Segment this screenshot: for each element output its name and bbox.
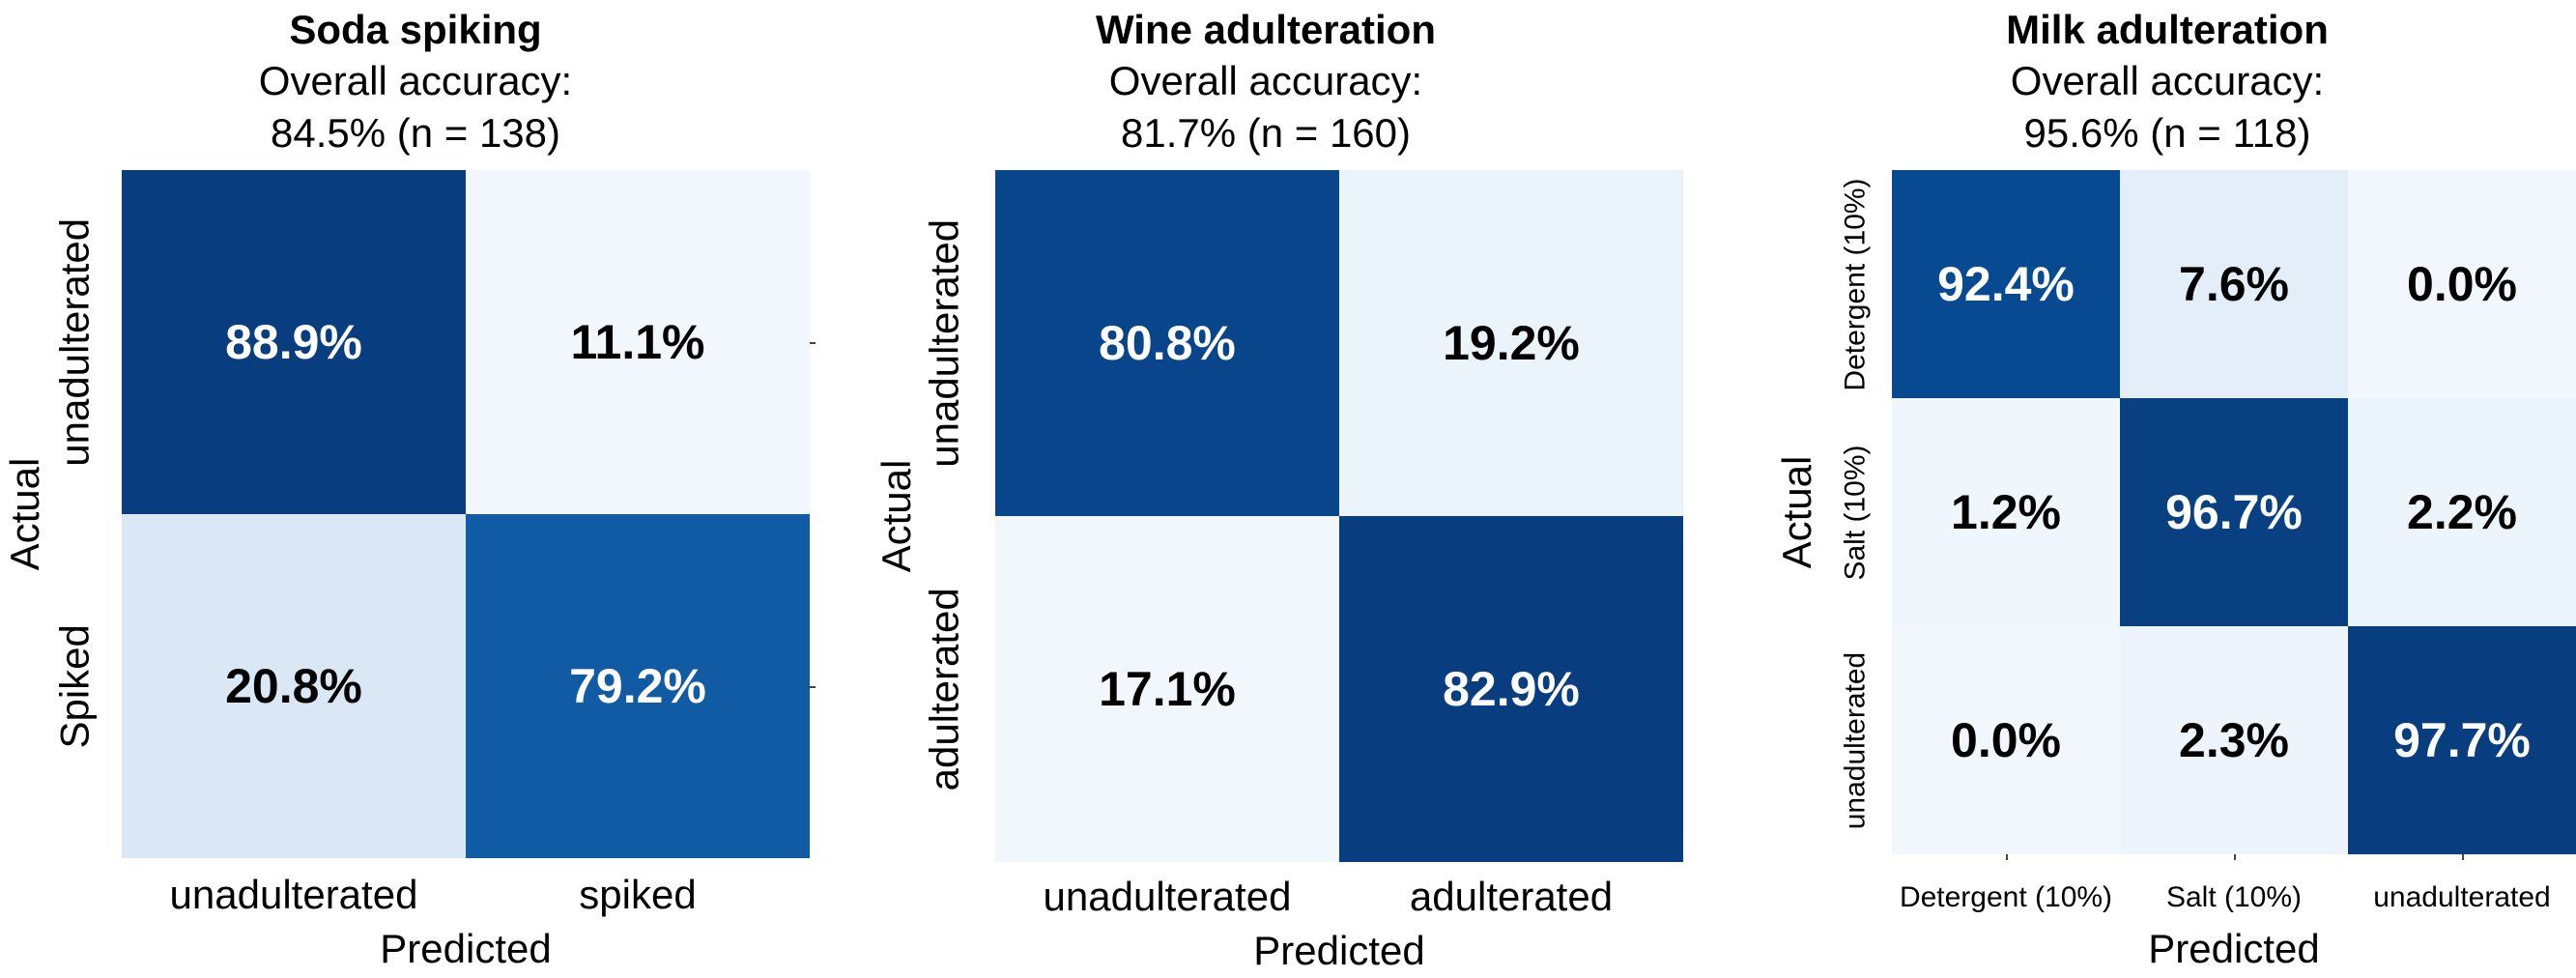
- heatmap-cell: 96.7%: [2120, 398, 2348, 626]
- chart-title: Milk adulteration: [2006, 7, 2329, 52]
- cell-value-label: 17.1%: [1099, 662, 1236, 716]
- heatmap-cell: 79.2%: [466, 514, 810, 858]
- y-axis-label: Actual: [2, 457, 47, 571]
- y-tick-label: Detergent (10%): [1839, 177, 1871, 391]
- cell-value-label: 82.9%: [1443, 662, 1580, 716]
- cell-value-label: 2.2%: [2407, 485, 2517, 539]
- heatmap-cell: 17.1%: [995, 516, 1339, 862]
- heatmap-cell: 1.2%: [1892, 398, 2120, 626]
- y-tick-label: Salt (10%): [1839, 444, 1871, 581]
- cell-value-label: 80.8%: [1099, 316, 1236, 370]
- x-tick-label: unadulterated: [1043, 874, 1292, 919]
- chart-subtitle-line2: 84.5% (n = 138): [270, 110, 561, 156]
- cell-value-label: 0.0%: [1951, 713, 2061, 767]
- heatmap-cell: 88.9%: [122, 170, 466, 514]
- x-axis-label: Predicted: [380, 926, 552, 971]
- chart-subtitle-line2: 81.7% (n = 160): [1120, 110, 1412, 156]
- x-tick-label: Detergent (10%): [1899, 881, 2113, 913]
- cell-value-label: 88.9%: [225, 315, 362, 369]
- heatmap-grid: 92.4% 7.6% 0.0% 1.2% 96.7% 2.2% 0.0% 2.3% 97.7%: [1892, 170, 2576, 854]
- heatmap-cell: 82.9%: [1339, 516, 1683, 862]
- heatmap-cell: 2.2%: [2348, 398, 2576, 626]
- heatmap-grid: 88.9% 11.1% 20.8% 79.2%: [122, 170, 810, 858]
- heatmap-cell: 20.8%: [122, 514, 466, 858]
- x-tick-mark: [2234, 854, 2236, 860]
- y-tick-label: unadulterated: [1839, 651, 1871, 829]
- x-axis-label: Predicted: [1253, 928, 1425, 973]
- y-tick-label: adulterated: [922, 587, 967, 791]
- cell-value-label: 92.4%: [1937, 257, 2075, 311]
- confusion-matrix-soda: Soda spiking Overall accuracy: 84.5% (n …: [0, 0, 831, 978]
- x-tick-label: unadulterated: [2373, 881, 2551, 913]
- heatmap-cell: 19.2%: [1339, 170, 1683, 516]
- x-tick-label: Salt (10%): [2165, 881, 2303, 913]
- x-axis-label: Predicted: [2148, 926, 2320, 971]
- heatmap-cell: 0.0%: [1892, 626, 2120, 854]
- y-tick-mark: [810, 686, 816, 688]
- chart-title: Soda spiking: [289, 7, 542, 52]
- cell-value-label: 79.2%: [569, 659, 706, 713]
- y-tick-mark: [810, 342, 816, 344]
- y-tick-label: unadulterated: [922, 218, 967, 468]
- cell-value-label: 19.2%: [1443, 316, 1580, 370]
- x-tick-mark: [2006, 854, 2008, 860]
- y-axis-label: Actual: [1774, 455, 1819, 569]
- heatmap-cell: 11.1%: [466, 170, 810, 514]
- x-tick-label: unadulterated: [169, 872, 418, 917]
- confusion-matrix-milk: Milk adulteration Overall accuracy: 95.6…: [1759, 0, 2576, 978]
- heatmap-cell: 80.8%: [995, 170, 1339, 516]
- cell-value-label: 20.8%: [225, 659, 362, 713]
- chart-subtitle-line1: Overall accuracy:: [2010, 58, 2325, 103]
- cell-value-label: 7.6%: [2179, 257, 2289, 311]
- heatmap-cell: 0.0%: [2348, 170, 2576, 398]
- chart-subtitle-line1: Overall accuracy:: [1108, 58, 1423, 103]
- x-tick-label: spiked: [579, 872, 697, 917]
- confusion-matrix-wine: Wine adulteration Overall accuracy: 81.7…: [831, 0, 1701, 978]
- cell-value-label: 97.7%: [2393, 713, 2531, 767]
- heatmap-grid: 80.8% 19.2% 17.1% 82.9%: [995, 170, 1683, 862]
- x-tick-label: adulterated: [1409, 874, 1614, 919]
- heatmap-cell: 2.3%: [2120, 626, 2348, 854]
- chart-subtitle-line1: Overall accuracy:: [258, 58, 573, 103]
- y-axis-label: Actual: [873, 459, 919, 573]
- y-tick-label: Spiked: [52, 623, 98, 749]
- cell-value-label: 0.0%: [2407, 257, 2517, 311]
- chart-subtitle-line2: 95.6% (n = 118): [2023, 110, 2311, 156]
- cell-value-label: 11.1%: [570, 315, 705, 369]
- y-tick-label: unadulterated: [52, 217, 98, 467]
- cell-value-label: 1.2%: [1951, 485, 2061, 539]
- cell-value-label: 2.3%: [2179, 713, 2289, 767]
- cell-value-label: 96.7%: [2165, 485, 2303, 539]
- heatmap-cell: 7.6%: [2120, 170, 2348, 398]
- chart-title: Wine adulteration: [1096, 7, 1436, 52]
- heatmap-cell: 92.4%: [1892, 170, 2120, 398]
- x-tick-mark: [2462, 854, 2464, 860]
- heatmap-cell: 97.7%: [2348, 626, 2576, 854]
